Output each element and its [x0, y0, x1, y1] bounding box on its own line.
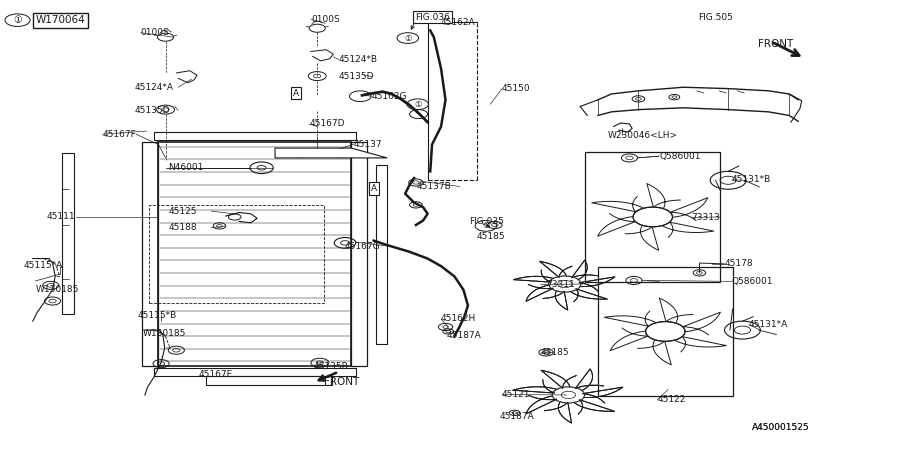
Text: FRONT: FRONT: [758, 39, 793, 49]
Text: 73311: 73311: [546, 280, 575, 289]
Text: 45122: 45122: [657, 396, 686, 405]
Text: 45115*A: 45115*A: [23, 261, 63, 270]
Text: W130185: W130185: [35, 285, 79, 294]
Bar: [598, 266, 733, 396]
Bar: [586, 152, 720, 282]
Text: 45162H: 45162H: [441, 315, 476, 324]
Text: A450001525: A450001525: [752, 423, 809, 432]
Text: 45187A: 45187A: [446, 331, 482, 340]
Bar: [158, 142, 351, 366]
Text: W130185: W130185: [143, 329, 186, 338]
Bar: [62, 153, 74, 315]
Text: FIG.036: FIG.036: [415, 13, 450, 22]
Text: 45167E: 45167E: [199, 370, 233, 379]
Text: Q586001: Q586001: [732, 277, 773, 286]
Text: 45188: 45188: [168, 223, 197, 232]
Polygon shape: [526, 396, 557, 414]
Text: FIG.035: FIG.035: [469, 217, 504, 226]
Text: 45125: 45125: [168, 207, 197, 216]
Text: 45150: 45150: [502, 84, 531, 93]
Text: FRONT: FRONT: [324, 378, 360, 387]
Text: 45167F: 45167F: [103, 130, 137, 139]
Polygon shape: [541, 370, 576, 388]
Polygon shape: [592, 197, 644, 212]
Polygon shape: [683, 312, 720, 335]
Polygon shape: [670, 198, 708, 220]
Text: 45178: 45178: [724, 259, 753, 268]
Bar: [142, 142, 158, 366]
Text: ①: ①: [414, 100, 421, 109]
Bar: [376, 165, 387, 343]
Text: 45137B: 45137B: [417, 182, 452, 191]
Text: 45185: 45185: [541, 348, 569, 357]
Text: 45185: 45185: [477, 232, 506, 241]
Text: 73313: 73313: [691, 213, 720, 222]
Text: 0100S: 0100S: [310, 15, 339, 24]
Bar: [351, 142, 367, 366]
Polygon shape: [540, 261, 572, 277]
Text: 45162A: 45162A: [441, 18, 476, 27]
Text: W170064: W170064: [35, 15, 86, 25]
Text: FIG.505: FIG.505: [698, 14, 733, 22]
Polygon shape: [604, 311, 656, 326]
Text: 45187A: 45187A: [500, 412, 534, 421]
Polygon shape: [662, 222, 714, 237]
Text: A: A: [292, 89, 299, 98]
Polygon shape: [514, 270, 554, 282]
Text: ①: ①: [404, 34, 411, 43]
Text: 45167G: 45167G: [345, 242, 381, 251]
Text: ①: ①: [482, 221, 490, 230]
Text: 45131*A: 45131*A: [749, 320, 788, 329]
Text: 45137: 45137: [354, 140, 382, 148]
Bar: [154, 368, 356, 376]
Bar: [154, 132, 356, 140]
Text: 45131*B: 45131*B: [732, 176, 771, 184]
Polygon shape: [575, 369, 604, 391]
Text: 45162G: 45162G: [372, 92, 408, 101]
Text: 0100S: 0100S: [140, 28, 169, 37]
Bar: [149, 205, 324, 303]
Polygon shape: [574, 400, 615, 414]
Polygon shape: [610, 328, 648, 351]
Text: 45135D: 45135D: [134, 106, 170, 115]
Text: 45135D: 45135D: [338, 72, 374, 81]
Text: A: A: [371, 184, 377, 193]
Text: 45135B: 45135B: [313, 362, 348, 371]
Polygon shape: [544, 402, 572, 423]
Text: 45124*B: 45124*B: [338, 55, 378, 64]
Text: 45124*A: 45124*A: [134, 83, 173, 92]
Polygon shape: [579, 277, 615, 292]
Text: 45111: 45111: [46, 212, 75, 221]
Text: A450001525: A450001525: [752, 423, 809, 432]
Polygon shape: [674, 337, 726, 352]
Polygon shape: [660, 298, 693, 323]
Polygon shape: [598, 213, 635, 236]
Text: ①: ①: [14, 15, 22, 25]
Polygon shape: [572, 260, 598, 279]
Text: 45121: 45121: [502, 390, 530, 399]
Polygon shape: [647, 184, 680, 209]
Polygon shape: [526, 284, 554, 302]
Text: Q586001: Q586001: [659, 152, 700, 161]
Polygon shape: [571, 289, 608, 302]
Text: N46001: N46001: [168, 163, 203, 172]
Polygon shape: [543, 291, 568, 310]
Text: 45115*B: 45115*B: [138, 311, 177, 320]
Polygon shape: [626, 225, 659, 250]
Text: W230046<LH>: W230046<LH>: [608, 130, 678, 140]
Polygon shape: [513, 380, 557, 393]
Polygon shape: [582, 387, 623, 403]
Polygon shape: [275, 148, 387, 158]
Text: 45167D: 45167D: [309, 119, 345, 128]
Polygon shape: [638, 340, 671, 365]
Bar: [206, 376, 331, 385]
